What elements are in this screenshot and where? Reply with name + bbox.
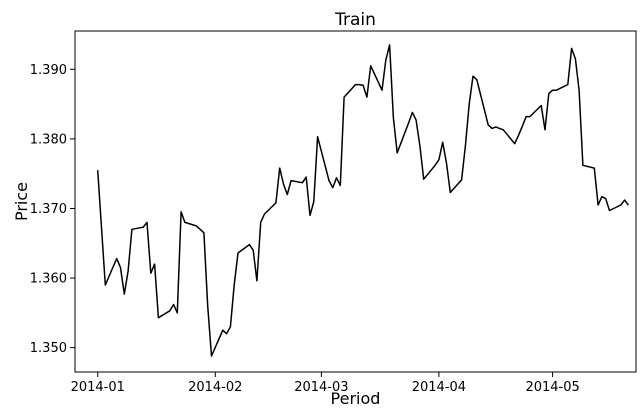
y-tick-label: 1.360 [30, 272, 67, 287]
y-tick-label: 1.390 [30, 63, 67, 78]
x-tick-label: 2014-03 [294, 380, 348, 395]
y-axis: 1.350 1.360 1.370 1.380 1.390 [30, 63, 75, 356]
chart-title: Train [334, 10, 376, 30]
x-axis-label: Period [331, 389, 381, 408]
x-tick-label: 2014-01 [71, 380, 125, 395]
price-series-line [96, 44, 629, 357]
plot-frame [74, 30, 637, 373]
y-tick-label: 1.350 [30, 341, 67, 356]
x-tick-label: 2014-05 [525, 380, 579, 395]
y-axis-label: Price [12, 182, 31, 221]
x-tick-label: 2014-04 [412, 380, 466, 395]
x-axis: 2014-01 2014-02 2014-03 2014-04 2014-05 [71, 372, 580, 395]
x-tick-label: 2014-02 [188, 380, 242, 395]
y-tick-label: 1.370 [30, 202, 67, 217]
y-tick-label: 1.380 [30, 132, 67, 147]
plot-area [74, 30, 637, 373]
